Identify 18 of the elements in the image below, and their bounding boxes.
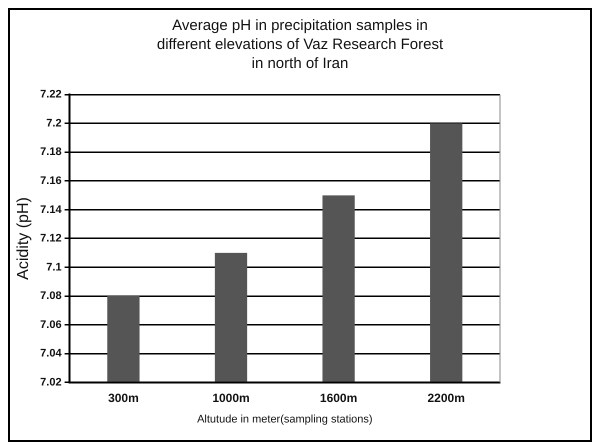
y-axis-title: Acidity (pH)	[15, 197, 32, 280]
x-tick-label: 1600m	[320, 390, 358, 405]
y-tick-label: 7.02	[40, 376, 62, 388]
y-tick-label: 7.12	[40, 232, 62, 245]
y-tick-label: 7.14	[40, 204, 62, 216]
y-tick-label: 7.22	[40, 88, 62, 101]
x-tick-label: 1000m	[212, 390, 250, 405]
y-tick-label: 7.06	[40, 318, 62, 331]
y-tick-label: 7.16	[40, 174, 62, 187]
y-tick-label: 7.1	[46, 261, 62, 274]
chart-title: Average pH in precipitation samples in different elevations of Vaz Research Forest in north of Iran	[156, 16, 444, 73]
y-tick-label: 7.18	[40, 146, 62, 158]
x-tick-label: 2200m	[428, 390, 465, 405]
y-tick-label: 7.04	[40, 348, 62, 360]
x-tick-label: 300m	[108, 390, 139, 405]
y-tick-label: 7.2	[46, 117, 62, 130]
x-axis-title: Altutude in meter(sampling stations)	[197, 413, 373, 426]
y-tick-label: 7.08	[40, 290, 62, 302]
